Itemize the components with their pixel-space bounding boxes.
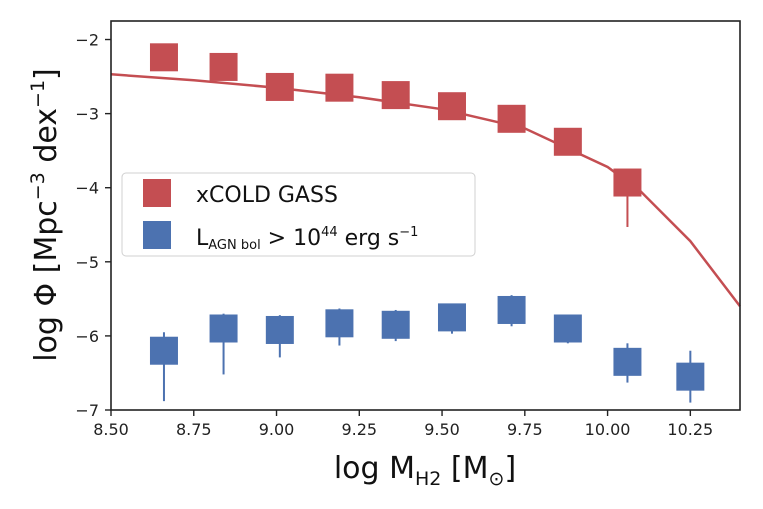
y-tick-label-1: −3 (75, 105, 99, 124)
series-1-point-3 (325, 309, 354, 338)
x-tick-label-7: 10.25 (667, 420, 713, 439)
y-tick-label-2: −4 (75, 179, 99, 198)
y-tick-label-3: −5 (75, 253, 99, 272)
plot-frame (110, 20, 741, 411)
legend-swatch-agn (143, 221, 171, 249)
legend-box (121, 172, 476, 257)
y-axis-label: log Φ [Mpc−3 dex−1] (27, 68, 64, 362)
x-tick-label-5: 9.75 (507, 420, 543, 439)
series-0-point-6 (497, 104, 526, 133)
series-1-point-6 (497, 295, 526, 324)
legend-label-agn: LAGN bol > 1044 erg s−1 (196, 225, 418, 253)
x-tick-label-3: 9.25 (341, 420, 377, 439)
series-0-point-2 (265, 72, 294, 101)
plot-marks (110, 43, 741, 403)
series-0-point-4 (381, 81, 410, 110)
series-1-point-5 (437, 303, 466, 332)
series-0-point-0 (149, 43, 178, 72)
x-tick-label-2: 9.00 (259, 420, 295, 439)
series-1-point-0 (149, 336, 178, 365)
x-tick-label-6: 10.00 (585, 420, 631, 439)
y-tick-label-5: −7 (75, 401, 99, 420)
series-1-point-2 (265, 315, 294, 344)
series-0-point-1 (209, 52, 238, 81)
series-0-point-8 (613, 168, 642, 197)
y-tick-label-4: −6 (75, 327, 99, 346)
x-tick-label-1: 8.75 (176, 420, 212, 439)
x-axis-label: log MH2 [M⊙] (334, 451, 516, 490)
series-0-point-3 (325, 73, 354, 102)
axis-ticks: 8.50 8.75 9.00 9.25 9.50 9.75 10.00 10.25 −2 −3 −4… (75, 31, 713, 439)
series-1-point-8 (613, 347, 642, 376)
series-1-point-7 (553, 314, 582, 343)
x-tick-label-0: 8.50 (93, 420, 129, 439)
legend: xCOLD GASS LAGN bol > 1044 erg s−1 (121, 172, 476, 257)
fit-line (110, 73, 741, 308)
x-tick-label-4: 9.50 (424, 420, 460, 439)
series-1-point-1 (209, 314, 238, 343)
series-1-point-4 (381, 310, 410, 339)
legend-label-xcold-gass: xCOLD GASS (196, 183, 338, 208)
series-1-point-9 (676, 362, 705, 391)
series-0-point-7 (553, 127, 582, 156)
y-tick-label-0: −2 (75, 31, 99, 50)
series-0-point-5 (437, 92, 466, 121)
legend-swatch-xcold-gass (143, 179, 171, 207)
